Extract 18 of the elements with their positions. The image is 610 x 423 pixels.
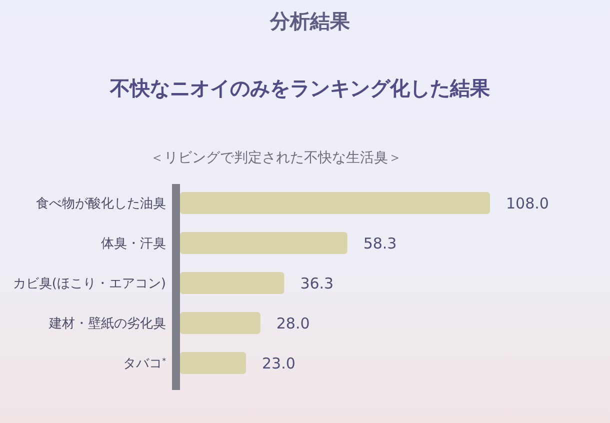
chart-subtitle: 不快なニオイのみをランキング化した結果	[109, 76, 491, 100]
y-tick-label: カビ臭(ほこり・エアコン)	[12, 276, 166, 292]
bar	[180, 312, 260, 334]
data-label: 36.3	[300, 274, 334, 292]
y-tick-label: 食べ物が酸化した油臭	[36, 196, 166, 212]
bar	[180, 352, 246, 374]
data-label: 108.0	[506, 194, 549, 212]
data-label: 28.0	[276, 314, 310, 332]
y-tick-label: 体臭・汗臭	[101, 236, 166, 252]
bar	[180, 272, 284, 294]
text: ＜リビングで判定された不快な生活臭＞	[150, 150, 402, 166]
data-label: 23.0	[262, 354, 296, 372]
bar	[180, 232, 348, 254]
bar	[180, 192, 490, 214]
y-tick-label: 建材・壁紙の劣化臭	[48, 316, 166, 332]
y-tick-label: タバコ$^{*}$	[123, 356, 166, 372]
chart-title: 分析結果	[269, 9, 351, 33]
data-label: 58.3	[363, 234, 397, 252]
